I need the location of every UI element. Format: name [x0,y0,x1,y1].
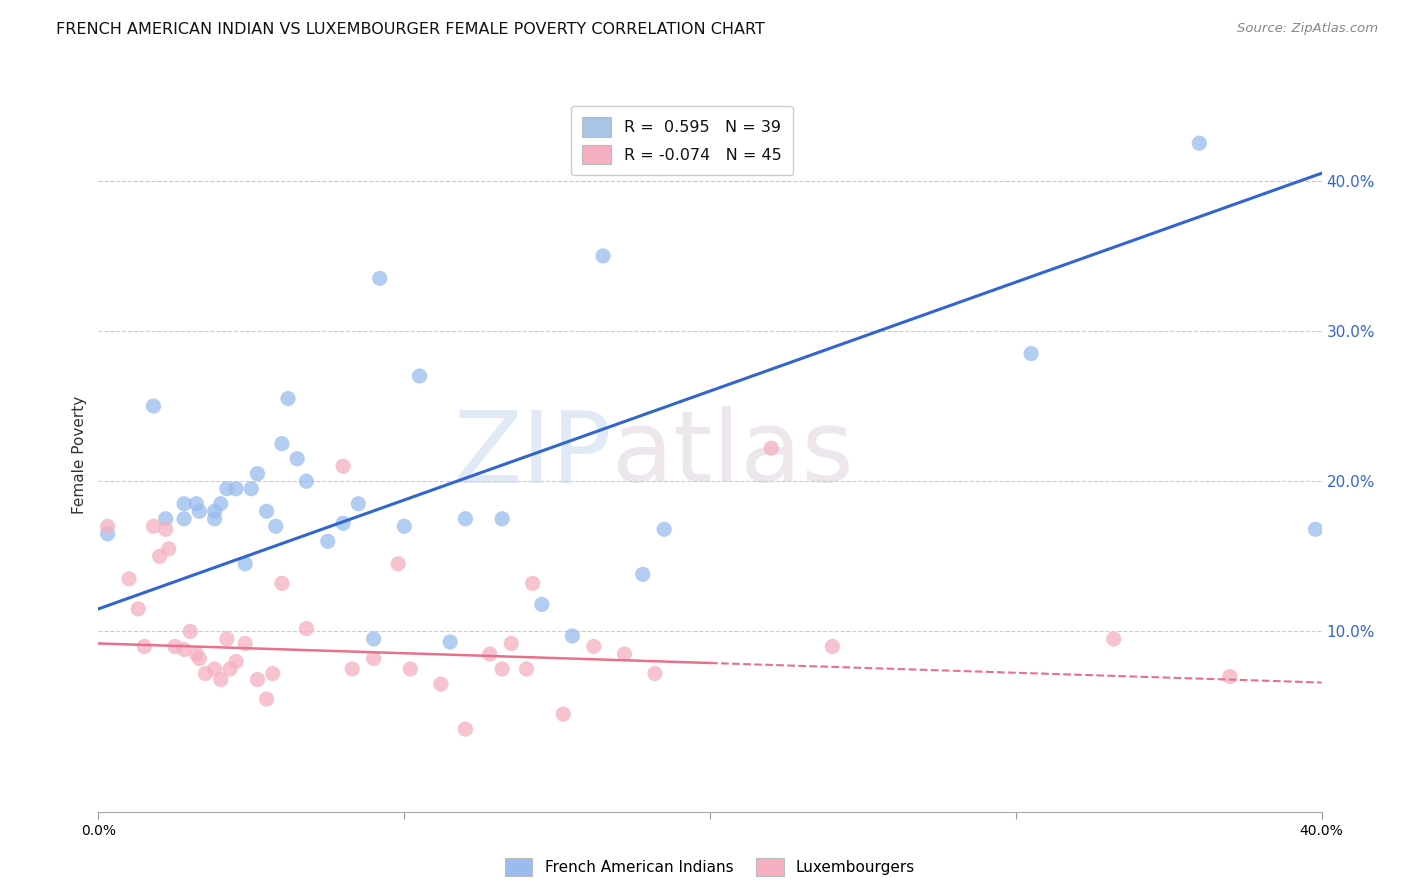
Point [215,482,238,496]
Point [204,512,226,526]
Point [163,640,186,654]
Point [491,512,513,526]
Point [553,707,575,722]
Point [204,504,226,518]
Legend: French American Indians, Luxembourgers: French American Indians, Luxembourgers [499,852,921,882]
Text: ZIP: ZIP [454,407,612,503]
Point [582,640,605,654]
Point [295,474,318,488]
Point [1219,669,1241,683]
Y-axis label: Female Poverty: Female Poverty [72,396,87,514]
Point [644,666,666,681]
Text: Source: ZipAtlas.com: Source: ZipAtlas.com [1237,22,1378,36]
Point [561,629,583,643]
Point [134,640,156,654]
Point [368,271,391,285]
Point [264,519,287,533]
Point [215,632,238,646]
Point [179,624,201,639]
Point [155,512,177,526]
Point [194,666,217,681]
Point [1019,346,1042,360]
Point [1305,522,1327,536]
Point [186,647,208,661]
Point [363,632,385,646]
Point [219,662,242,676]
Point [363,651,385,665]
Point [478,647,501,661]
Point [491,662,513,676]
Point [233,557,256,571]
Point [439,635,461,649]
Point [270,436,292,450]
Point [246,467,269,481]
Point [316,534,339,549]
Point [127,602,149,616]
Point [155,522,177,536]
Point [149,549,172,564]
Point [821,640,844,654]
Point [142,399,165,413]
Point [186,497,208,511]
Point [173,512,195,526]
Point [97,519,120,533]
Point [652,522,675,536]
Point [209,497,232,511]
Point [516,662,538,676]
Point [188,651,211,665]
Point [1102,632,1125,646]
Point [97,526,120,541]
Point [225,482,247,496]
Point [759,441,782,455]
Point [613,647,636,661]
Point [256,504,278,518]
Text: FRENCH AMERICAN INDIAN VS LUXEMBOURGER FEMALE POVERTY CORRELATION CHART: FRENCH AMERICAN INDIAN VS LUXEMBOURGER F… [56,22,765,37]
Point [631,567,654,582]
Point [270,576,292,591]
Point [592,249,614,263]
Point [225,655,247,669]
Point [188,504,211,518]
Point [233,636,256,650]
Point [454,722,477,736]
Point [209,673,232,687]
Point [454,512,477,526]
Point [142,519,165,533]
Point [262,666,284,681]
Point [295,622,318,636]
Point [530,598,553,612]
Point [501,636,523,650]
Point [277,392,299,406]
Point [392,519,416,533]
Point [430,677,453,691]
Point [1188,136,1211,151]
Point [285,451,308,466]
Point [157,541,180,556]
Point [408,369,430,384]
Point [399,662,422,676]
Point [522,576,544,591]
Point [240,482,263,496]
Point [332,516,354,531]
Point [246,673,269,687]
Point [173,642,195,657]
Point [342,662,364,676]
Text: atlas: atlas [612,407,853,503]
Point [204,662,226,676]
Point [118,572,141,586]
Point [173,497,195,511]
Point [387,557,409,571]
Point [347,497,370,511]
Point [332,459,354,474]
Point [256,692,278,706]
